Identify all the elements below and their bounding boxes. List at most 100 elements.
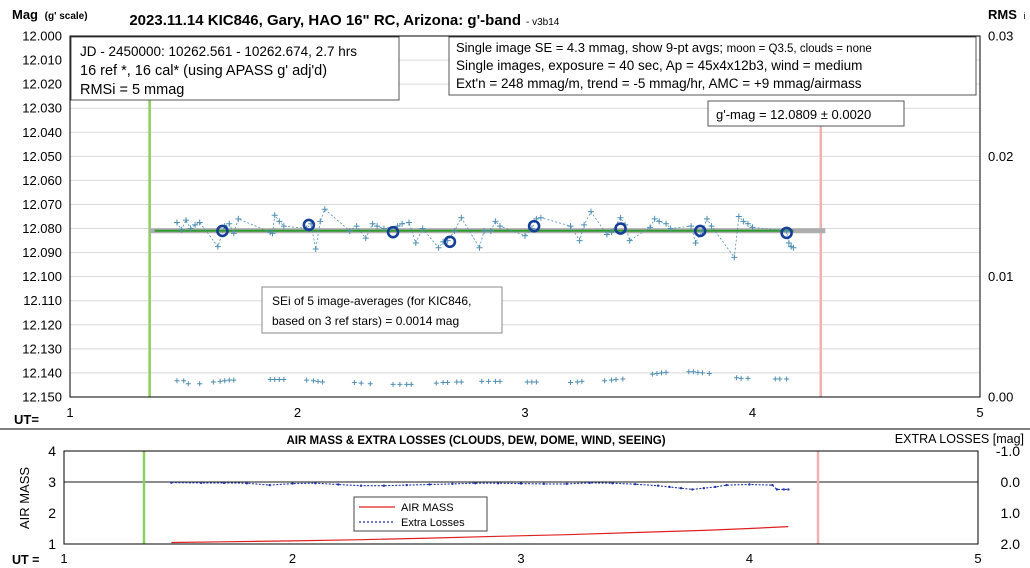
extra-losses-point xyxy=(474,482,477,485)
single-image-point xyxy=(235,215,242,222)
rms-point xyxy=(304,377,310,383)
rms-point xyxy=(276,377,282,383)
top-y-tick-labels-right: 0.03 0.02 0.01 0.00 xyxy=(988,29,1013,405)
single-image-point xyxy=(492,218,499,225)
single-image-line xyxy=(176,208,794,259)
rms-point xyxy=(440,380,446,386)
info-right-line-1-small: moon = Q3.5, clouds = none xyxy=(727,43,872,55)
rms-point xyxy=(690,369,696,375)
single-image-point xyxy=(187,225,194,232)
top-x-tick-label: 3 xyxy=(521,405,528,420)
bottom-y-tick-labels-right: -1.0 0.0 1.0 2.0 xyxy=(996,443,1020,552)
bottom-x-tick-label: 1 xyxy=(60,551,67,566)
rms-point xyxy=(358,380,364,386)
extra-losses-point xyxy=(382,484,386,487)
single-image-point xyxy=(735,213,742,220)
extra-losses-point xyxy=(314,482,317,485)
info-box-right: Single image SE = 4.3 mmag, show 9-pt av… xyxy=(448,36,977,96)
extra-losses-point xyxy=(787,488,790,491)
extra-losses-point xyxy=(691,488,694,491)
rms-point xyxy=(579,378,585,384)
top-y-tick-label: 12.150 xyxy=(22,390,62,405)
top-ylabel-small: (g' scale) xyxy=(45,11,88,22)
extra-losses-point xyxy=(268,483,271,487)
rms-point xyxy=(784,376,790,382)
extra-losses-point xyxy=(771,483,774,487)
top-chart-version: - v3b14 xyxy=(526,17,560,28)
single-image-point xyxy=(496,223,503,230)
single-image-point xyxy=(522,232,528,239)
top-y-tick-label-right: 0.03 xyxy=(988,29,1013,44)
top-x-tick-label: 5 xyxy=(976,405,983,420)
single-image-point xyxy=(399,220,406,227)
rms-point xyxy=(613,377,619,383)
airmass-line xyxy=(171,526,789,544)
rms-point xyxy=(745,375,751,381)
info-right-line-2: Single images, exposure = 40 sec, Ap = 4… xyxy=(456,58,862,73)
single-image-point xyxy=(704,215,710,222)
single-image-point xyxy=(740,218,747,225)
rms-point xyxy=(608,377,614,383)
rms-point xyxy=(267,377,273,383)
top-ylabel-right: RMS xyxy=(988,7,1017,22)
single-image-point xyxy=(567,223,574,230)
rms-point xyxy=(706,371,712,377)
extra-losses-point xyxy=(222,481,226,485)
single-image-point xyxy=(374,223,381,230)
top-ylabel: Mag xyxy=(12,7,38,22)
extra-losses-point xyxy=(496,482,500,485)
rms-point xyxy=(222,378,228,384)
single-image-point xyxy=(576,237,583,244)
rms-point xyxy=(390,381,396,387)
top-y-tick-label-right: 0.02 xyxy=(988,149,1013,164)
rms-point xyxy=(524,379,530,385)
sei-note-frame xyxy=(261,286,503,334)
rms-point xyxy=(367,381,373,387)
rms-point xyxy=(197,381,203,387)
rms-point xyxy=(231,377,237,383)
extra-losses-point xyxy=(359,484,363,487)
rms-point xyxy=(663,369,669,375)
top-y-tick-label: 12.070 xyxy=(22,197,62,212)
top-plot-frame xyxy=(69,35,981,398)
average-point xyxy=(693,224,707,238)
bottom-y-tick-label-right: 2.0 xyxy=(1001,536,1021,552)
bottom-y-tick-labels: 4 3 2 1 xyxy=(48,443,56,552)
top-panel: Mag (g' scale) 2023.11.14 KIC846, Gary, … xyxy=(12,7,1026,427)
info-right-line-3: Ext'n = 248 mmag/m, trend = -5 mmag/hr, … xyxy=(456,76,862,91)
single-image-point xyxy=(481,227,488,234)
rms-point xyxy=(699,370,705,376)
single-image-point xyxy=(647,224,654,231)
info-right-line-1-main: Single image SE = 4.3 mmag, show 9-pt av… xyxy=(456,40,723,55)
rms-point xyxy=(445,380,451,386)
bottom-x-tick-labels: 1 2 3 4 5 xyxy=(60,551,981,566)
extra-losses-point xyxy=(702,487,705,490)
top-y-tick-label: 12.130 xyxy=(22,341,62,356)
single-image-point xyxy=(692,239,699,246)
bottom-y-tick-label: 1 xyxy=(48,536,56,552)
single-image-point xyxy=(581,221,588,228)
rms-point xyxy=(659,370,664,376)
extra-losses-point xyxy=(199,481,203,485)
rms-point xyxy=(226,377,232,383)
single-image-point xyxy=(312,245,319,252)
single-image-point xyxy=(196,219,203,226)
top-y-tick-label-right: 0.01 xyxy=(988,269,1013,284)
svg-text:Single image SE = 4.3 mmag, sh: Single image SE = 4.3 mmag, show 9-pt av… xyxy=(456,40,872,55)
average-point xyxy=(527,219,541,233)
single-image-point xyxy=(183,217,190,224)
single-image-point xyxy=(656,218,663,225)
top-y-tick-label: 12.010 xyxy=(22,53,62,68)
rms-point xyxy=(181,378,187,384)
rms-point xyxy=(174,378,180,384)
bottom-panel: AIR MASS & EXTRA LOSSES (CLOUDS, DEW, DO… xyxy=(0,428,1030,567)
top-y-tick-label: 12.110 xyxy=(23,293,62,308)
extra-losses-point xyxy=(405,483,408,487)
single-image-point xyxy=(688,223,695,230)
bottom-y-tick-label-right: -1.0 xyxy=(996,443,1020,459)
rms-point xyxy=(185,381,191,387)
rms-point xyxy=(695,369,701,375)
single-image-point xyxy=(280,223,287,230)
single-image-point xyxy=(731,254,738,261)
